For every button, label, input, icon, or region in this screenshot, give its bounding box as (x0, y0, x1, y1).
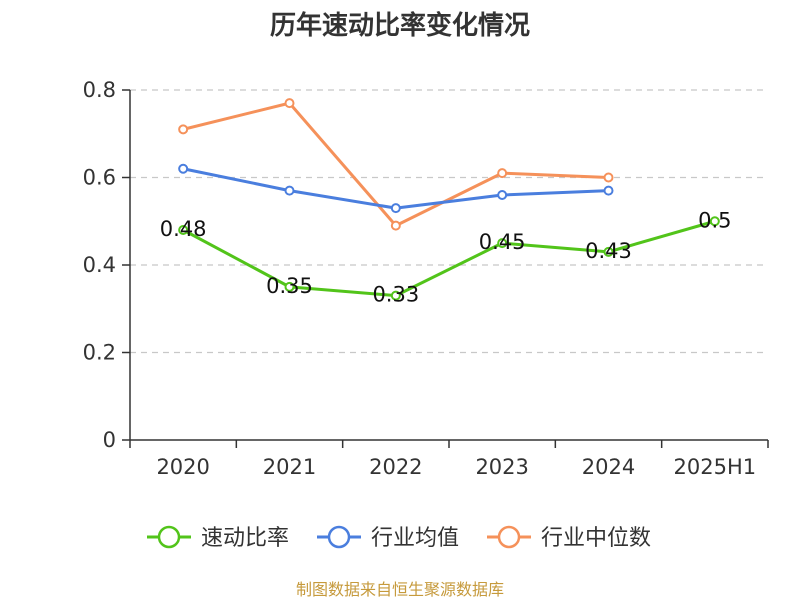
x-tick-label: 2021 (263, 455, 316, 479)
data-point (709, 216, 720, 227)
legend-marker (157, 525, 181, 549)
y-tick-label: 0 (103, 428, 116, 452)
legend: 速动比率 行业均值 行业中位数 (147, 525, 651, 551)
data-label: 0.33 (372, 283, 419, 307)
x-tick-label: 2020 (156, 455, 209, 479)
data-point (284, 98, 295, 109)
data-point (497, 190, 508, 200)
data-point (497, 238, 508, 249)
data-point (603, 172, 614, 183)
legend-marker (497, 525, 521, 549)
x-axis-ticks: 2020 2021 2022 2023 2024 2025H1 (129, 440, 769, 479)
data-point (178, 124, 189, 135)
data-point (390, 203, 401, 214)
series-group (178, 98, 720, 301)
source-note: 制图数据来自恒生聚源数据库 (296, 580, 504, 599)
legend-marker (327, 525, 351, 549)
chart-title: 历年速动比率变化情况 (270, 10, 530, 41)
data-labels: 0.48 0.35 0.33 0.45 0.43 0.5 (160, 208, 732, 306)
data-label: 0.5 (698, 208, 731, 232)
data-point (178, 225, 189, 235)
data-point (603, 246, 614, 257)
y-tick-label: 0.4 (83, 253, 116, 277)
data-point (603, 185, 614, 196)
data-label: 0.35 (266, 274, 313, 298)
data-label: 0.48 (160, 217, 207, 241)
data-point (497, 168, 508, 179)
grid-lines (130, 89, 768, 354)
y-axis-ticks: 0 0.2 0.4 0.6 0.8 (83, 78, 130, 452)
x-tick-label: 2024 (582, 455, 635, 479)
data-point (284, 185, 295, 196)
x-tick-label: 2022 (369, 455, 422, 479)
y-tick-label: 0.8 (83, 78, 116, 102)
legend-label: 行业均值 (371, 526, 459, 551)
legend-label: 行业中位数 (541, 526, 651, 551)
x-tick-label: 2023 (475, 455, 528, 479)
data-point (284, 281, 295, 292)
x-tick-label: 2025H1 (674, 455, 757, 479)
series-line (182, 219, 716, 298)
data-point (390, 220, 401, 231)
y-tick-label: 0.2 (83, 341, 116, 365)
data-label: 0.43 (585, 239, 632, 263)
data-point (390, 290, 401, 301)
data-point (178, 163, 189, 174)
legend-label: 速动比率 (201, 526, 289, 551)
data-label: 0.45 (479, 230, 526, 254)
y-tick-label: 0.6 (83, 166, 116, 190)
